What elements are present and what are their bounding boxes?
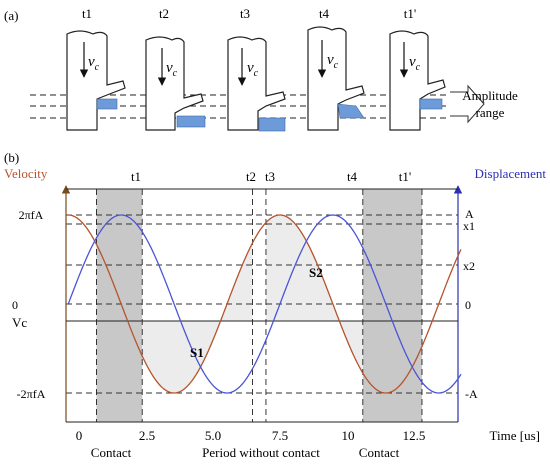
- tool-tip-t1: [96, 98, 118, 110]
- area-label-s1: S1: [190, 345, 204, 360]
- stage-label-t1: t1: [82, 6, 92, 21]
- velocity-symbol-t2: v: [166, 60, 173, 76]
- tool-t2: vc: [145, 36, 206, 131]
- velocity-symbol-t1: v: [88, 54, 95, 70]
- velocity-curve: [68, 214, 462, 394]
- area-s1: [142, 242, 253, 393]
- marker-t4: t4: [347, 169, 358, 184]
- marker-t2: t2: [246, 169, 256, 184]
- displacement-axis-title: Displacement: [475, 166, 547, 181]
- x-tick-2_5: 2.5: [139, 428, 155, 443]
- stage-label-t2: t2: [159, 6, 169, 21]
- svg-text:vc: vc: [409, 54, 421, 73]
- marker-t1prime: t1': [399, 169, 411, 184]
- svg-text:vc: vc: [166, 60, 178, 79]
- velocity-subscript-t4: c: [334, 60, 339, 71]
- velocity-symbol-t3: v: [247, 60, 254, 76]
- contact-band-1: [96, 189, 143, 422]
- region-label-contact-2: Contact: [359, 445, 400, 460]
- reference-lines: [66, 214, 458, 394]
- velocity-subscript-t1: c: [95, 62, 100, 73]
- x-tick-7_5: 7.5: [272, 428, 288, 443]
- tool-t4: vc: [307, 26, 365, 131]
- marker-t3: t3: [265, 169, 275, 184]
- panel-b: (b) Velocity Displacement 2πfA 0 Vc -2πf…: [4, 150, 546, 460]
- tool-t1: vc: [66, 30, 126, 131]
- region-label-contact-1: Contact: [91, 445, 132, 460]
- displacement-curve: [67, 214, 462, 394]
- right-tick-x1: x1: [463, 219, 475, 233]
- velocity-symbol-t4: v: [327, 52, 334, 68]
- tool-tip-t1prime: [419, 98, 443, 110]
- tool-tip-t4: [337, 103, 365, 119]
- right-tick-zero: 0: [465, 298, 471, 312]
- x-tick-12_5: 12.5: [403, 428, 426, 443]
- x-tick-0: 0: [76, 428, 83, 443]
- panel-a: (a) t1 t2 t3 t4 t1' vc vc vc: [4, 6, 518, 132]
- marker-t1: t1: [131, 169, 141, 184]
- amplitude-label-line2: range: [476, 105, 505, 120]
- panel-b-label: (b): [4, 150, 19, 165]
- area-s2: [265, 215, 363, 374]
- velocity-subscript-t1prime: c: [416, 62, 421, 73]
- left-tick-zero: 0: [12, 298, 18, 312]
- amplitude-label-line1: Amplitude: [462, 88, 518, 103]
- velocity-symbol-t1prime: v: [409, 54, 416, 70]
- x-tick-5_0: 5.0: [205, 428, 221, 443]
- svg-text:vc: vc: [88, 54, 100, 73]
- tool-t3: vc: [227, 36, 286, 132]
- right-tick-x2: x2: [463, 259, 475, 273]
- stage-label-t3: t3: [240, 6, 250, 21]
- stage-label-t4: t4: [319, 6, 330, 21]
- left-tick-max: 2πfA: [19, 208, 44, 222]
- svg-text:vc: vc: [327, 52, 339, 71]
- svg-text:vc: vc: [247, 60, 259, 79]
- tool-tip-t3: [258, 117, 286, 132]
- right-tick-minA: -A: [465, 387, 478, 401]
- amplitude-range-arrow: [450, 84, 485, 124]
- area-label-s2: S2: [309, 265, 323, 280]
- right-tick-A: A: [465, 207, 474, 221]
- velocity-subscript-t3: c: [254, 68, 259, 79]
- stage-label-t1prime: t1': [404, 6, 416, 21]
- region-label-no-contact: Period without contact: [202, 445, 320, 460]
- x-tick-10: 10: [342, 428, 355, 443]
- time-axis-title: Time [us]: [490, 428, 540, 443]
- velocity-subscript-t2: c: [173, 68, 178, 79]
- left-tick-min: -2πfA: [17, 387, 46, 401]
- tool-t1prime: vc: [389, 30, 446, 131]
- panel-a-label: (a): [4, 8, 18, 23]
- contact-band-2: [362, 189, 422, 422]
- tool-tip-t2: [176, 115, 206, 128]
- velocity-axis-title: Velocity: [4, 166, 48, 181]
- left-tick-vc: Vc: [12, 315, 27, 330]
